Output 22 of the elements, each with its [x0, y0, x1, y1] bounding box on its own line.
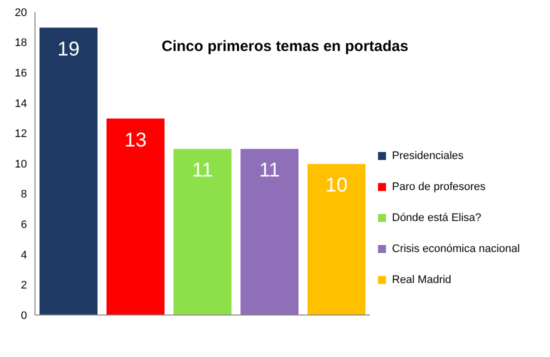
legend-label: Presidenciales — [392, 150, 464, 162]
legend-label: Paro de profesores — [392, 180, 486, 192]
legend-label: Crisis económica nacional — [392, 242, 520, 254]
legend-label: Dónde está Elisa? — [392, 212, 482, 224]
data-label: 11 — [259, 160, 280, 182]
y-tick-label: 20 — [14, 6, 27, 19]
y-tick-label: 4 — [20, 249, 27, 262]
y-tick-label: 6 — [20, 219, 27, 232]
y-tick-label: 18 — [14, 37, 27, 50]
data-label: 10 — [325, 174, 348, 197]
data-label: 11 — [192, 160, 213, 182]
y-tick-label: 10 — [14, 158, 27, 170]
data-label: 13 — [124, 129, 147, 152]
text: Cinco primeros temas en portadas — [160, 38, 410, 55]
y-tick-label: 0 — [20, 310, 27, 322]
legend-label: Real Madrid — [392, 274, 452, 286]
y-tick-label: 16 — [14, 68, 27, 80]
data-label: 19 — [57, 38, 80, 60]
y-tick-label: 2 — [20, 280, 27, 292]
y-tick-label: 12 — [14, 128, 27, 140]
y-tick-label: 8 — [20, 188, 27, 201]
y-tick-label: 14 — [14, 98, 27, 110]
